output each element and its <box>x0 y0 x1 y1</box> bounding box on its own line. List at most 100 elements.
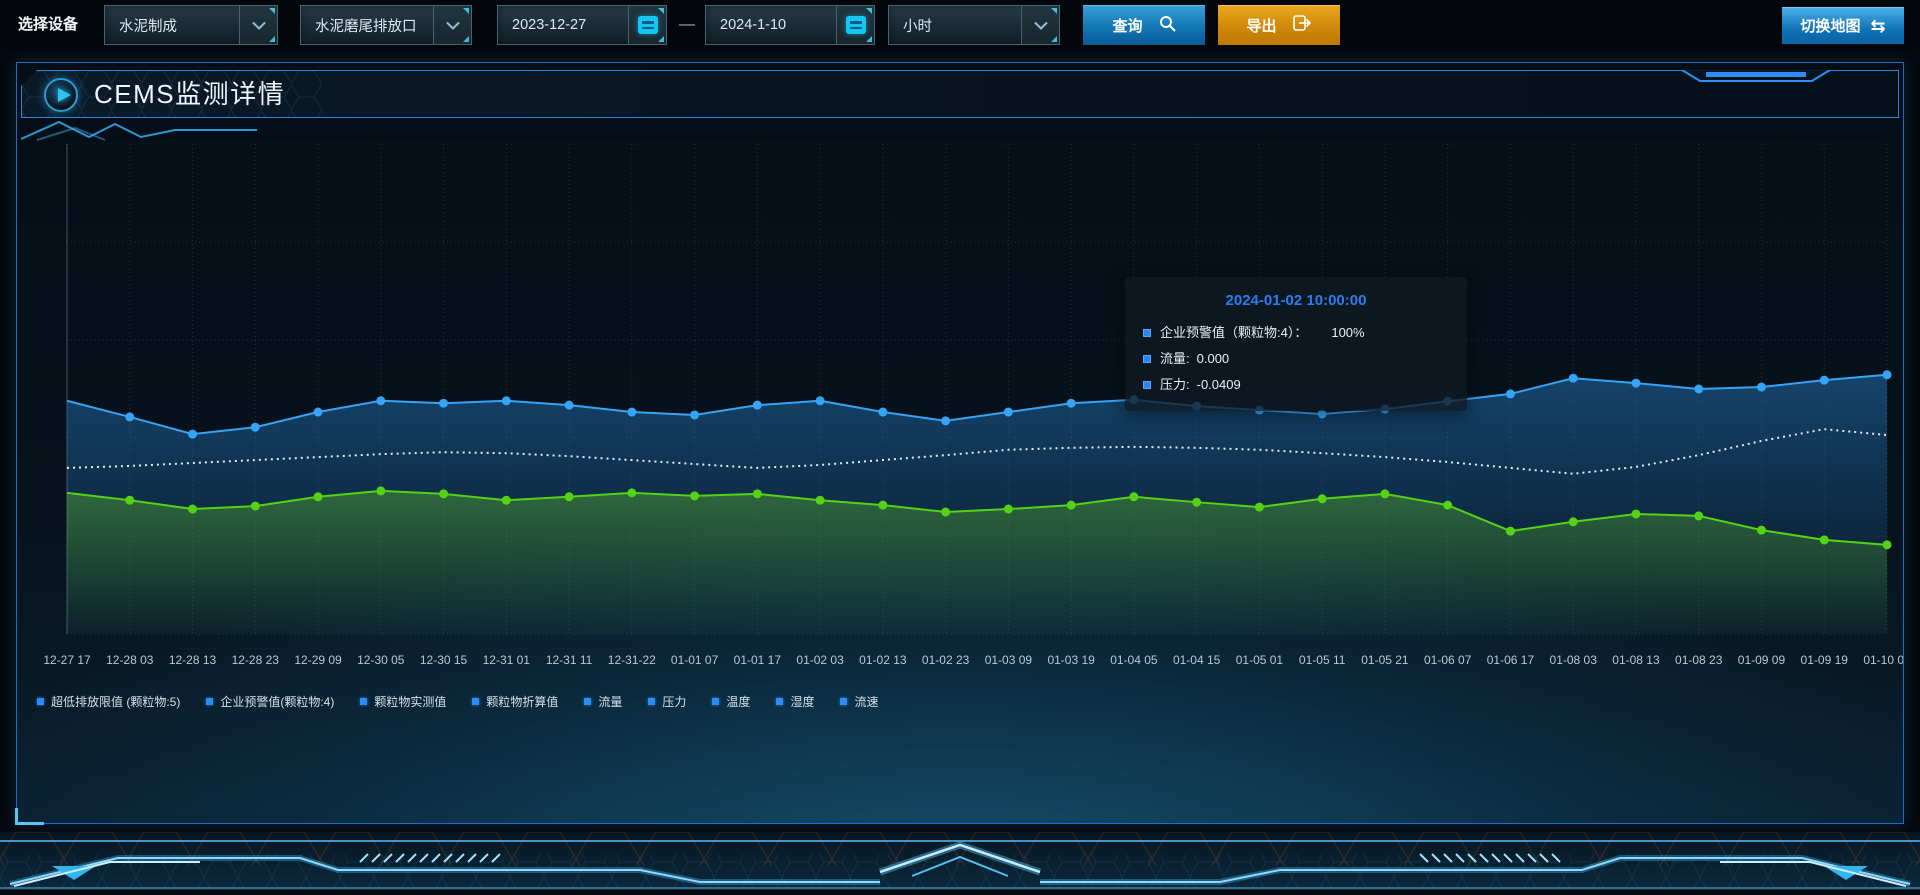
export-button-label: 导出 <box>1246 17 1277 35</box>
svg-text:01-03 09: 01-03 09 <box>985 653 1033 667</box>
svg-text:01-08 03: 01-08 03 <box>1550 653 1598 667</box>
svg-text:12-31-22: 12-31-22 <box>608 653 656 667</box>
tooltip-label: 压力: <box>1160 377 1190 392</box>
svg-text:01-03 19: 01-03 19 <box>1047 653 1095 667</box>
legend-marker-icon <box>584 698 592 705</box>
query-button[interactable]: 查询 <box>1083 5 1205 45</box>
svg-text:01-10 05: 01-10 05 <box>1863 653 1903 667</box>
legend-marker-icon <box>712 698 720 705</box>
panel-title: CEMS监测详情 <box>94 79 286 109</box>
start-date-picker[interactable]: 2023-12-27 <box>497 5 667 45</box>
interval-select-value: 小时 <box>903 18 932 35</box>
legend-label: 压力 <box>662 695 687 709</box>
footer-tech-frame <box>0 832 1920 890</box>
legend-item[interactable]: 温度 <box>712 693 750 710</box>
switch-map-button[interactable]: 切换地图 ⇆ <box>1782 7 1904 44</box>
legend-item[interactable]: 流量 <box>584 693 622 710</box>
tooltip-timestamp: 2024-01-02 10:00:00 <box>1225 292 1367 309</box>
panel-header: CEMS监测详情 <box>21 70 1899 118</box>
legend-label: 颗粒物折算值 <box>486 695 559 709</box>
legend-marker-icon <box>648 698 656 705</box>
svg-text:01-02 13: 01-02 13 <box>859 653 907 667</box>
chart[interactable]: 12-27 17 12-28 03 12-28 13 12-28 23 12-29 09… <box>17 119 1911 719</box>
legend-item[interactable]: 流速 <box>840 693 878 710</box>
svg-text:01-04 15: 01-04 15 <box>1173 653 1221 667</box>
svg-text:12-28 23: 12-28 23 <box>232 653 280 667</box>
device-select-label: 选择设备 <box>18 16 79 33</box>
legend-item[interactable]: 超低排放限值 (颗粒物:5) <box>37 693 180 710</box>
series-marker-icon <box>1143 380 1151 389</box>
calendar-icon <box>836 6 874 44</box>
play-icon[interactable] <box>44 78 78 112</box>
series-1 <box>66 428 1888 475</box>
chart-legend: 超低排放限值 (颗粒物:5) 企业预警值(颗粒物:4) 颗粒物实测值 颗粒物折算值 流量… <box>37 693 878 710</box>
svg-text:12-28 03: 12-28 03 <box>106 653 154 667</box>
header-zigzag-decoration <box>21 120 257 141</box>
export-button[interactable]: 导出 <box>1218 5 1340 45</box>
legend-label: 企业预警值(颗粒物:4) <box>220 695 335 709</box>
svg-text:01-04 05: 01-04 05 <box>1110 653 1158 667</box>
interval-select[interactable]: 小时 <box>888 5 1060 45</box>
series-marker-icon <box>1143 354 1151 363</box>
legend-marker-icon <box>472 698 480 705</box>
chevron-down-icon <box>1021 6 1059 44</box>
svg-text:01-01 07: 01-01 07 <box>671 653 719 667</box>
svg-text:12-30 15: 12-30 15 <box>420 653 468 667</box>
tooltip-value: 100% <box>1331 325 1365 340</box>
legend-item[interactable]: 压力 <box>648 693 686 710</box>
tooltip-row: 压力: -0.0409 <box>1143 374 1449 395</box>
legend-marker-icon <box>360 698 368 705</box>
legend-item[interactable]: 颗粒物实测值 <box>360 693 446 710</box>
tooltip-row: 流量: 0.000 <box>1143 348 1449 369</box>
svg-text:01-09 09: 01-09 09 <box>1738 653 1786 667</box>
legend-marker-icon <box>776 698 784 705</box>
x-axis-labels: 12-27 17 12-28 03 12-28 13 12-28 23 12-29 09… <box>43 653 1911 667</box>
legend-label: 温度 <box>726 695 751 709</box>
end-date-picker[interactable]: 2024-1-10 <box>705 5 875 45</box>
legend-label: 超低排放限值 (颗粒物:5) <box>51 695 181 709</box>
swap-arrows-icon: ⇆ <box>1870 15 1886 36</box>
outlet-select[interactable]: 水泥磨尾排放口 <box>300 5 472 45</box>
svg-text:01-06 07: 01-06 07 <box>1424 653 1472 667</box>
cems-detail-panel: CEMS监测详情 12-27 17 12-28 03 12-28 13 12-28 2… <box>15 62 1911 825</box>
production-line-select-value: 水泥制成 <box>119 18 177 35</box>
end-date-value: 2024-1-10 <box>720 17 787 33</box>
query-button-label: 查询 <box>1112 17 1143 35</box>
svg-text:12-28 13: 12-28 13 <box>169 653 217 667</box>
svg-text:01-08 23: 01-08 23 <box>1675 653 1723 667</box>
tooltip-value: -0.0409 <box>1196 377 1241 392</box>
tooltip-value: 0.000 <box>1196 351 1230 366</box>
line-chart: 12-27 17 12-28 03 12-28 13 12-28 23 12-29 09… <box>43 143 1911 667</box>
chart-tooltip: 2024-01-02 10:00:00 企业预警值（颗粒物:4）： 100% 流… <box>1125 277 1467 411</box>
legend-item[interactable]: 湿度 <box>776 693 814 710</box>
legend-label: 流量 <box>598 695 623 709</box>
toolbar: 选择设备 水泥制成 水泥磨尾排放口 2023-12-27 — 2024-1-10… <box>0 0 1920 50</box>
legend-item[interactable]: 颗粒物折算值 <box>472 693 558 710</box>
tooltip-label: 企业预警值（颗粒物:4）： <box>1160 325 1308 340</box>
svg-text:01-09 19: 01-09 19 <box>1801 653 1849 667</box>
date-range-separator: — <box>679 16 695 33</box>
chevron-down-icon <box>239 6 277 44</box>
legend-label: 湿度 <box>790 695 815 709</box>
svg-text:12-30 05: 12-30 05 <box>357 653 405 667</box>
series-marker-icon <box>1143 328 1151 337</box>
switch-map-button-label: 切换地图 <box>1800 18 1861 35</box>
svg-text:12-31 11: 12-31 11 <box>546 653 593 667</box>
svg-text:01-05 21: 01-05 21 <box>1361 653 1409 667</box>
legend-label: 流速 <box>854 695 879 709</box>
production-line-select[interactable]: 水泥制成 <box>104 5 278 45</box>
tooltip-label: 流量: <box>1160 351 1190 366</box>
legend-marker-icon <box>840 698 848 705</box>
start-date-value: 2023-12-27 <box>512 17 587 33</box>
legend-marker-icon <box>206 698 214 705</box>
svg-text:01-08 13: 01-08 13 <box>1612 653 1660 667</box>
calendar-icon <box>628 6 666 44</box>
svg-text:01-05 11: 01-05 11 <box>1299 653 1346 667</box>
chevron-down-icon <box>433 6 471 44</box>
svg-text:01-02 23: 01-02 23 <box>922 653 970 667</box>
svg-text:12-29 09: 12-29 09 <box>294 653 342 667</box>
tooltip-row: 企业预警值（颗粒物:4）： 100% <box>1143 322 1449 343</box>
svg-text:12-31 01: 12-31 01 <box>483 653 531 667</box>
svg-text:01-02 03: 01-02 03 <box>796 653 844 667</box>
legend-item[interactable]: 企业预警值(颗粒物:4) <box>206 693 334 710</box>
